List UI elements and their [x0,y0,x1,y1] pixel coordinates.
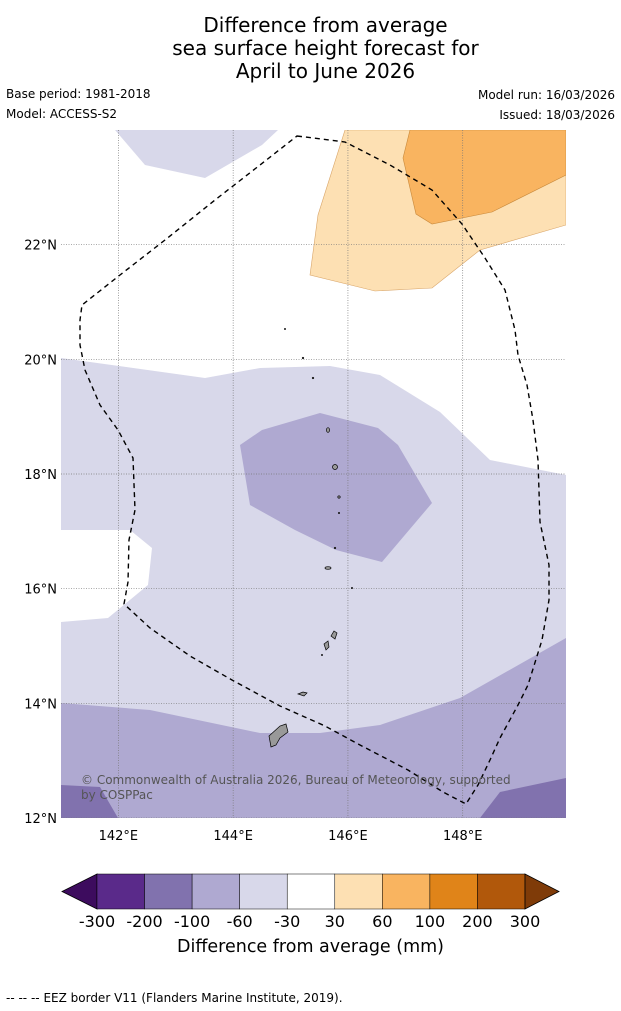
eez-legend-text: EEZ border V11 (Flanders Marine Institut… [43,991,343,1005]
contour-fill-layer [61,130,566,818]
colorbar-tick-label: -100 [174,912,210,931]
colorbar-tick-label: 100 [415,912,446,931]
colorbar: -300 -200 -100 -60 -30 30 60 100 200 300 [61,873,560,931]
northern-island-5 [333,546,337,550]
colorbar-tick-label: -300 [79,912,115,931]
northern-island-11 [321,654,323,656]
copyright-notice: © Commonwealth of Australia 2026, Bureau… [81,773,511,802]
contour-neg30-top [115,130,278,178]
lat-tick-label: 20°N [24,353,57,368]
colorbar-extend-low [61,873,98,910]
lon-tick-label: 144°E [213,829,253,844]
guam-island [268,723,289,748]
colorbar-segment [286,873,336,910]
contour-neg100-se [480,778,566,818]
colorbar-label: Difference from average (mm) [176,937,445,957]
lon-tick-label: 148°E [443,829,483,844]
northern-island-8 [301,356,305,360]
colorbar-tick-label: -30 [274,912,300,931]
northern-island-10 [351,587,353,589]
title-line-3: April to June 2026 [235,59,416,83]
contour-neg100-sw [61,785,118,818]
tinian-island [323,640,330,651]
northern-island-3 [326,427,330,433]
colorbar-segment [191,873,240,910]
lon-tick-label: 142°E [99,829,139,844]
colorbar-tick-label: 30 [325,912,345,931]
northern-island-6 [337,511,341,515]
mariana-islands [268,328,353,748]
northern-island-7 [311,376,315,380]
rota-island [296,691,308,697]
model-text: Model: ACCESS-S2 [6,107,118,121]
lon-tick-label: 146°E [328,829,368,844]
model-run-text: Model run: 16/03/2026 [477,88,615,102]
contour-neg60-island [240,413,432,562]
title-line-1: Difference from average [203,13,448,37]
colorbar-tick-label: -60 [227,912,253,931]
lat-tick-label: 12°N [24,812,57,827]
colorbar-segment [239,873,288,910]
colorbar-tick-label: 60 [372,912,392,931]
issued-text: Issued: 18/03/2026 [499,108,615,122]
contour-pos60 [402,130,566,225]
colorbar-extend-high [524,873,560,910]
lat-tick-label: 22°N [24,239,57,254]
contour-neg60-south [61,638,566,818]
colorbar-segment [96,873,145,910]
contour-neg30-main [61,358,566,818]
base-period-text: Base period: 1981-2018 [6,87,151,101]
title-line-2: sea surface height forecast for [172,36,479,60]
northern-island-1 [324,566,332,570]
colorbar-segment [429,873,478,910]
lat-tick-label: 18°N [24,468,57,483]
eez-border [79,135,550,805]
colorbar-segment [382,873,431,910]
colorbar-tick-label: 300 [510,912,541,931]
colorbar-segment [144,873,193,910]
map-title: Difference from average sea surface heig… [0,14,621,83]
northern-island-2 [332,464,338,470]
lat-tick-label: 14°N [24,697,57,712]
colorbar-segment [477,873,526,910]
lat-tick-label: 16°N [24,583,57,598]
eez-legend: -- -- -- EEZ border V11 (Flanders Marine… [6,991,343,1005]
graticule [61,130,566,818]
colorbar-tick-label: 200 [462,912,493,931]
eez-legend-symbol: -- -- -- [6,991,40,1005]
northern-island-4 [337,495,341,499]
northern-island-9 [284,328,286,330]
saipan-island [330,630,338,640]
longitude-labels: 142°E 144°E 146°E 148°E [99,829,483,844]
colorbar-tick-label: -200 [126,912,162,931]
latitude-labels: 22°N 20°N 18°N 16°N 14°N 12°N [24,239,57,827]
colorbar-segment [334,873,383,910]
